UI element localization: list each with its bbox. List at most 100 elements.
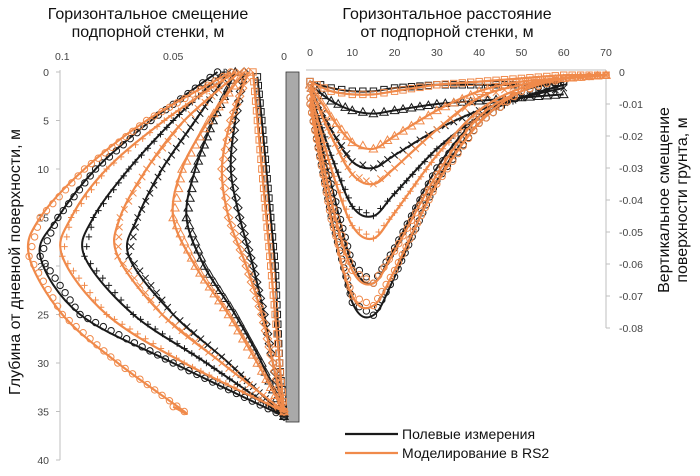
left-series-point-model-10 — [139, 135, 146, 142]
left-series-point-field-3 — [154, 173, 162, 181]
left-series-point-model-9 — [120, 205, 128, 213]
left-series-point-field-3 — [196, 110, 204, 118]
right-series-point-field-2 — [391, 151, 399, 159]
right-series-point-field-2 — [376, 160, 385, 168]
left-series-point-model-10 — [92, 296, 99, 304]
left-series-point-model-6 — [274, 349, 283, 358]
left-series-point-model-11 — [143, 380, 152, 389]
right-series-point-model-8 — [492, 88, 500, 97]
left-series-point-model-8 — [179, 236, 190, 246]
right-x-tick-label: 30 — [431, 47, 443, 59]
right-series-point-model-8 — [447, 115, 455, 123]
right-series-point-model-10 — [348, 266, 356, 275]
left-series-point-model-8 — [228, 80, 240, 90]
left-series-point-field-1 — [241, 236, 252, 247]
left-series-point-model-10 — [73, 207, 80, 214]
right-series-point-model-6 — [500, 75, 509, 84]
left-series-point-field-4 — [117, 296, 125, 304]
left-series-point-field-2 — [181, 212, 192, 222]
left-series-point-model-7 — [260, 325, 271, 336]
right-series-point-field-2 — [383, 155, 392, 164]
right-series-point-model-9 — [370, 235, 377, 242]
right-series-point-model-11 — [510, 92, 519, 101]
left-series-point-model-9 — [191, 337, 199, 345]
left-series-point-field-5 — [59, 206, 67, 215]
left-series-point-field-1 — [236, 220, 247, 231]
right-series-point-model-8 — [331, 140, 339, 148]
left-series-point-model-9 — [125, 267, 133, 275]
left-series-point-model-11 — [44, 285, 52, 294]
left-series-point-field-4 — [157, 131, 164, 138]
left-series-point-field-1 — [248, 261, 258, 271]
right-series-point-model-11 — [482, 114, 490, 122]
left-series-point-model-11 — [128, 370, 137, 378]
right-series-point-model-11 — [398, 250, 406, 259]
left-series-point-field-3 — [225, 359, 233, 367]
right-x-tick-label: 60 — [558, 47, 570, 59]
right-series-point-model-10 — [395, 239, 403, 248]
right-series-point-field-4 — [451, 142, 459, 150]
left-y-tick-label: 5 — [43, 116, 49, 128]
left-series-point-model-9 — [187, 110, 195, 118]
left-series-point-model-11 — [173, 402, 181, 410]
left-series-point-model-8 — [213, 101, 224, 111]
left-series-point-model-6 — [267, 262, 275, 270]
left-x-tick-label: 0 — [281, 51, 287, 63]
right-series-point-model-11 — [348, 292, 356, 300]
left-series-point-field-5 — [193, 370, 201, 379]
right-series-point-field-2 — [338, 142, 346, 150]
right-series-point-model-8 — [336, 147, 344, 155]
left-series-point-model-11 — [53, 302, 62, 310]
left-series-point-model-8 — [218, 94, 229, 104]
left-series-point-model-10 — [196, 93, 203, 100]
left-series-point-field-2 — [184, 220, 195, 230]
left-series-point-model-8 — [208, 108, 219, 118]
left-series-point-model-9 — [125, 197, 133, 205]
right-series-point-model-11 — [325, 206, 334, 215]
left-series-point-model-11 — [42, 206, 51, 215]
left-series-point-field-3 — [187, 123, 195, 131]
right-series-point-model-11 — [394, 258, 403, 267]
left-series-point-field-5 — [66, 296, 74, 304]
left-series-point-model-8 — [218, 302, 229, 312]
right-series-point-model-11 — [362, 298, 371, 307]
right-series-point-model-11 — [475, 119, 483, 127]
left-series-point-model-7 — [273, 382, 284, 393]
left-series-point-model-8 — [168, 212, 179, 222]
right-series-point-model-8 — [327, 132, 335, 140]
left-y-tick-label: 25 — [37, 310, 49, 322]
left-series-point-field-2 — [199, 260, 210, 270]
left-series-point-model-10 — [182, 102, 189, 110]
left-series-point-model-8 — [228, 317, 239, 327]
left-series-point-field-5 — [133, 128, 141, 137]
left-series-point-field-5 — [75, 186, 84, 194]
left-series-point-field-4 — [181, 345, 188, 352]
left-series-point-model-10 — [97, 304, 105, 311]
right-series-point-model-7 — [347, 137, 358, 147]
left-series-point-field-3 — [164, 303, 172, 311]
right-series-point-field-3 — [421, 158, 428, 165]
right-series-point-model-8 — [461, 104, 469, 112]
left-series-point-model-11 — [108, 143, 116, 152]
left-series-point-field-5 — [185, 366, 193, 375]
right-series-point-model-6 — [407, 84, 416, 93]
right-series-point-model-11 — [390, 266, 399, 275]
left-series-point-field-5 — [91, 165, 100, 173]
right-series-point-field-1 — [550, 89, 561, 99]
left-series-point-field-3 — [136, 267, 144, 275]
left-series-point-model-8 — [190, 260, 201, 270]
left-series-point-model-8 — [186, 252, 197, 262]
right-series-point-model-11 — [319, 171, 327, 179]
left-series-point-model-9 — [208, 92, 216, 100]
left-series-point-field-4 — [87, 224, 95, 231]
left-series-point-model-6 — [257, 155, 265, 164]
right-series-point-model-11 — [317, 162, 326, 170]
right-series-point-model-9 — [343, 205, 350, 213]
right-series-point-field-5 — [373, 303, 382, 312]
left-series-point-model-6 — [271, 310, 279, 319]
left-series-point-field-4 — [210, 365, 218, 372]
right-x-tick-label: 0 — [307, 47, 313, 59]
right-series-point-model-8 — [369, 180, 377, 188]
right-series-point-model-11 — [454, 149, 462, 158]
left-series-point-field-2 — [193, 155, 204, 165]
